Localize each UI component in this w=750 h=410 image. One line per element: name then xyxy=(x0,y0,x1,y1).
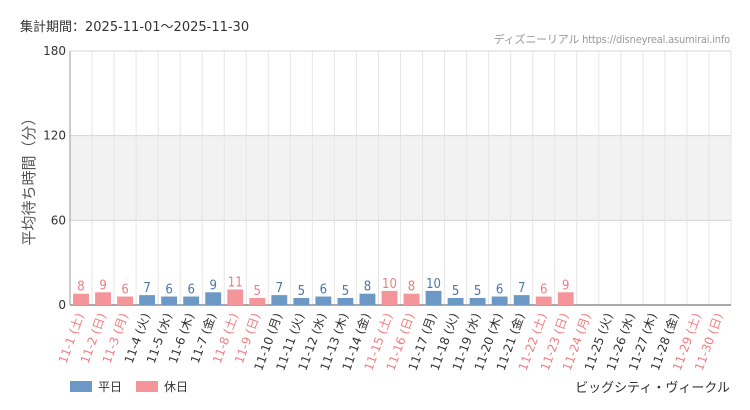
bar-4 xyxy=(139,295,156,305)
value-label-19: 5 xyxy=(474,284,481,299)
y-tick-label: 0 xyxy=(58,298,66,312)
value-label-4: 7 xyxy=(143,281,150,296)
y-tick-labels: 0 60 120 180 xyxy=(43,44,66,312)
bar-9 xyxy=(249,297,266,305)
legend-label-weekday: 平日 xyxy=(98,380,123,394)
y-tick-label: 60 xyxy=(51,213,66,227)
value-label-16: 8 xyxy=(408,280,415,295)
bar-16 xyxy=(403,293,420,305)
value-label-8: 11 xyxy=(228,275,243,290)
value-label-9: 5 xyxy=(254,284,261,299)
value-label-5: 6 xyxy=(165,283,172,298)
legend-label-holiday: 休日 xyxy=(164,380,189,394)
value-label-6: 6 xyxy=(187,283,194,298)
bar-13 xyxy=(337,297,354,305)
legend-item-holiday: 休日 xyxy=(136,378,188,395)
value-label-20: 6 xyxy=(496,283,503,298)
value-label-12: 6 xyxy=(320,283,327,298)
value-label-21: 7 xyxy=(518,281,525,296)
source-label: ディズニーリアル https://disneyreal.asumirai.inf… xyxy=(493,33,730,46)
legend-item-weekday: 平日 xyxy=(70,378,122,395)
bar-21 xyxy=(513,295,530,305)
y-axis-label: 平均待ち時間（分） xyxy=(20,110,38,245)
bar-2 xyxy=(95,292,111,305)
legend: 平日 休日 xyxy=(70,378,202,395)
value-label-23: 9 xyxy=(562,278,569,293)
legend-swatch-holiday xyxy=(136,381,159,392)
bar-20 xyxy=(491,296,508,305)
value-labels: 8 9 6 7 6 6 9 115 7 5 6 5 8 10 8 10 5 5 6 7 6 9 xyxy=(77,275,569,298)
value-label-14: 8 xyxy=(364,280,371,295)
value-label-17: 10 xyxy=(426,277,441,292)
bar-17 xyxy=(425,290,442,305)
bar-15 xyxy=(381,290,398,305)
bar-18 xyxy=(447,297,464,305)
value-label-22: 6 xyxy=(540,283,547,298)
value-label-3: 6 xyxy=(121,283,128,298)
value-label-1: 8 xyxy=(77,280,84,295)
value-label-15: 10 xyxy=(382,277,397,292)
period-label: 集計期間：2025-11-01〜2025-11-30 xyxy=(20,20,250,35)
bar-8 xyxy=(227,289,244,305)
bars xyxy=(73,289,574,305)
bar-10 xyxy=(271,295,288,305)
bar-1 xyxy=(73,293,89,305)
bar-3 xyxy=(117,296,134,305)
value-label-13: 5 xyxy=(342,284,349,299)
value-label-2: 9 xyxy=(99,278,106,293)
bar-19 xyxy=(469,297,486,305)
legend-swatch-weekday xyxy=(70,381,92,392)
bar-23 xyxy=(557,292,574,305)
bar-11 xyxy=(293,297,310,305)
value-label-18: 5 xyxy=(452,284,459,299)
value-label-11: 5 xyxy=(298,284,305,299)
bar-14 xyxy=(359,293,376,305)
bar-7 xyxy=(205,292,222,305)
bar-12 xyxy=(315,296,332,305)
bar-5 xyxy=(161,296,178,305)
bar-22 xyxy=(535,296,552,305)
value-label-10: 7 xyxy=(276,281,283,296)
y-tick-label: 180 xyxy=(43,44,66,58)
x-tick-labels: 11-1 (土)11-2 (日)11-3 (月)11-4 (火)11-5 (水)… xyxy=(56,311,726,373)
bar-6 xyxy=(183,296,200,305)
y-tick-label: 120 xyxy=(43,129,66,143)
attraction-name: ビッグシティ・ヴィークル xyxy=(575,381,730,396)
gridlines xyxy=(69,50,732,306)
value-label-7: 9 xyxy=(209,278,216,293)
